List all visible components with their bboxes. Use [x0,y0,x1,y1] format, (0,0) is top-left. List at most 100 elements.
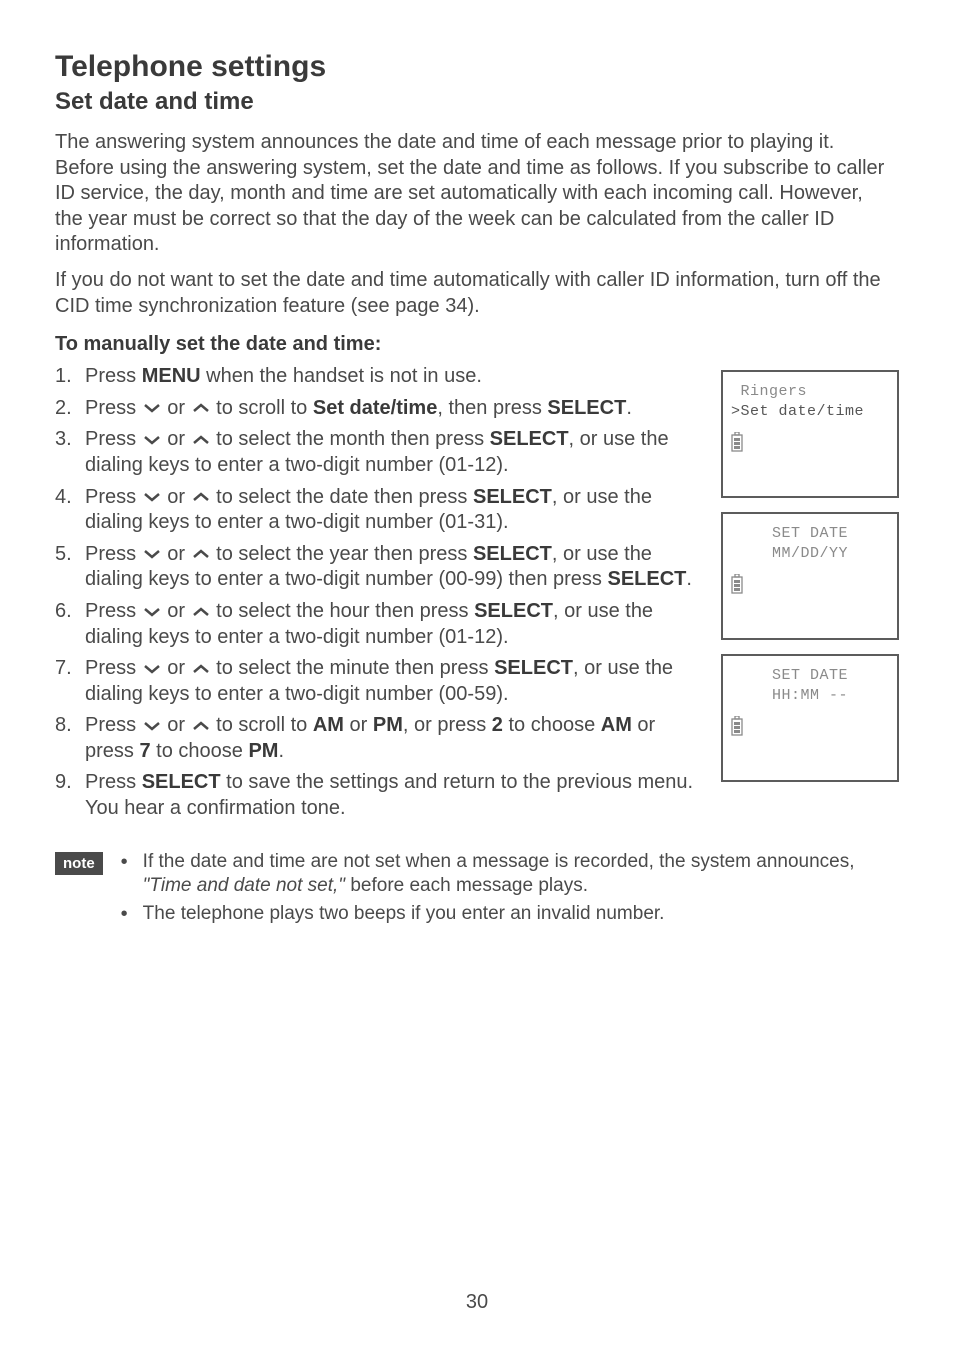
lcd-screen-2: SET DATE MM/DD/YY [721,512,899,640]
intro-paragraph-1: The answering system announces the date … [55,130,885,258]
lcd-line: Ringers [731,382,889,402]
select-label: SELECT [547,397,626,419]
key-2-label: 2 [492,714,503,736]
chevron-up-icon [192,663,210,675]
step-text: or [344,714,373,736]
content-row: Press MENU when the handset is not in us… [55,364,899,828]
step-9: Press SELECT to save the settings and re… [55,770,695,821]
note-quote: "Time and date not set," [143,875,345,896]
step-text: to choose [503,714,601,736]
battery-icon [731,716,743,736]
menu-label: MENU [142,365,201,387]
step-text: Press [85,714,142,736]
step-text: Press [85,428,142,450]
step-text: to select the date then press [211,486,473,508]
battery-icon [731,574,743,594]
chevron-up-icon [192,720,210,732]
steps-column: Press MENU when the handset is not in us… [55,364,707,828]
step-text: or [162,600,191,622]
step-6: Press or to select the hour then press S… [55,599,695,650]
step-2: Press or to scroll to Set date/time, the… [55,396,695,422]
select-label: SELECT [474,600,553,622]
page-title: Telephone settings [55,50,899,84]
set-date-time-label: Set date/time [313,397,437,419]
chevron-down-icon [143,548,161,560]
chevron-down-icon [143,402,161,414]
step-text: or [162,714,191,736]
step-4: Press or to select the date then press S… [55,485,695,536]
chevron-down-icon [143,434,161,446]
chevron-down-icon [143,491,161,503]
step-text: . [278,740,284,762]
step-text: Press [85,543,142,565]
step-text: . [686,568,692,590]
note-text: If the date and time are not set when a … [143,851,855,872]
select-label: SELECT [608,568,687,590]
step-text: Press [85,657,142,679]
lcd-screens-column: Ringers >Set date/time SET DATE MM/DD/YY… [721,370,899,782]
chevron-up-icon [192,434,210,446]
lcd-screen-1: Ringers >Set date/time [721,370,899,498]
step-text: to scroll to [211,397,313,419]
lcd-line: HH:MM -- [731,686,889,706]
step-text: to select the hour then press [211,600,475,622]
step-text: Press [85,486,142,508]
steps-heading: To manually set the date and time: [55,333,899,356]
chevron-up-icon [192,491,210,503]
step-text: to scroll to [211,714,313,736]
step-text: or [162,543,191,565]
step-text: or [162,486,191,508]
page: Telephone settings Set date and time The… [0,0,954,1354]
step-8: Press or to scroll to AM or PM, or press… [55,713,695,764]
key-7-label: 7 [139,740,150,762]
step-text: Press [85,600,142,622]
step-text: , then press [437,397,547,419]
step-text: Press [85,365,142,387]
note-item: The telephone plays two beeps if you ent… [121,902,899,926]
step-7: Press or to select the minute then press… [55,656,695,707]
step-text: Press [85,771,142,793]
step-text: Press [85,397,142,419]
select-label: SELECT [142,771,221,793]
lcd-line: SET DATE [731,524,889,544]
step-text: or [162,397,191,419]
page-number: 30 [0,1291,954,1314]
chevron-up-icon [192,548,210,560]
select-label: SELECT [473,486,552,508]
chevron-up-icon [192,402,210,414]
select-label: SELECT [490,428,569,450]
chevron-down-icon [143,606,161,618]
step-3: Press or to select the month then press … [55,427,695,478]
step-text: or [162,428,191,450]
battery-icon [731,432,743,452]
notes-section: note If the date and time are not set wh… [55,850,899,931]
step-5: Press or to select the year then press S… [55,542,695,593]
lcd-line: MM/DD/YY [731,544,889,564]
note-item: If the date and time are not set when a … [121,850,899,899]
step-text: when the handset is not in use. [201,365,482,387]
step-text: , or press [403,714,492,736]
note-badge: note [55,852,103,875]
select-label: SELECT [494,657,573,679]
chevron-up-icon [192,606,210,618]
steps-list: Press MENU when the handset is not in us… [55,364,695,822]
lcd-screen-3: SET DATE HH:MM -- [721,654,899,782]
lcd-line: >Set date/time [731,402,889,422]
page-subtitle: Set date and time [55,88,899,116]
step-text: to select the minute then press [211,657,495,679]
note-text: The telephone plays two beeps if you ent… [143,903,665,924]
chevron-down-icon [143,663,161,675]
step-text: to select the year then press [211,543,473,565]
note-text: before each message plays. [345,875,588,896]
step-text: or [162,657,191,679]
step-text: . [626,397,632,419]
lcd-line: SET DATE [731,666,889,686]
am-label: AM [313,714,344,736]
step-text: to select the month then press [211,428,490,450]
step-1: Press MENU when the handset is not in us… [55,364,695,390]
intro-paragraph-2: If you do not want to set the date and t… [55,268,885,319]
select-label: SELECT [473,543,552,565]
pm-label: PM [248,740,278,762]
chevron-down-icon [143,720,161,732]
pm-label: PM [373,714,403,736]
